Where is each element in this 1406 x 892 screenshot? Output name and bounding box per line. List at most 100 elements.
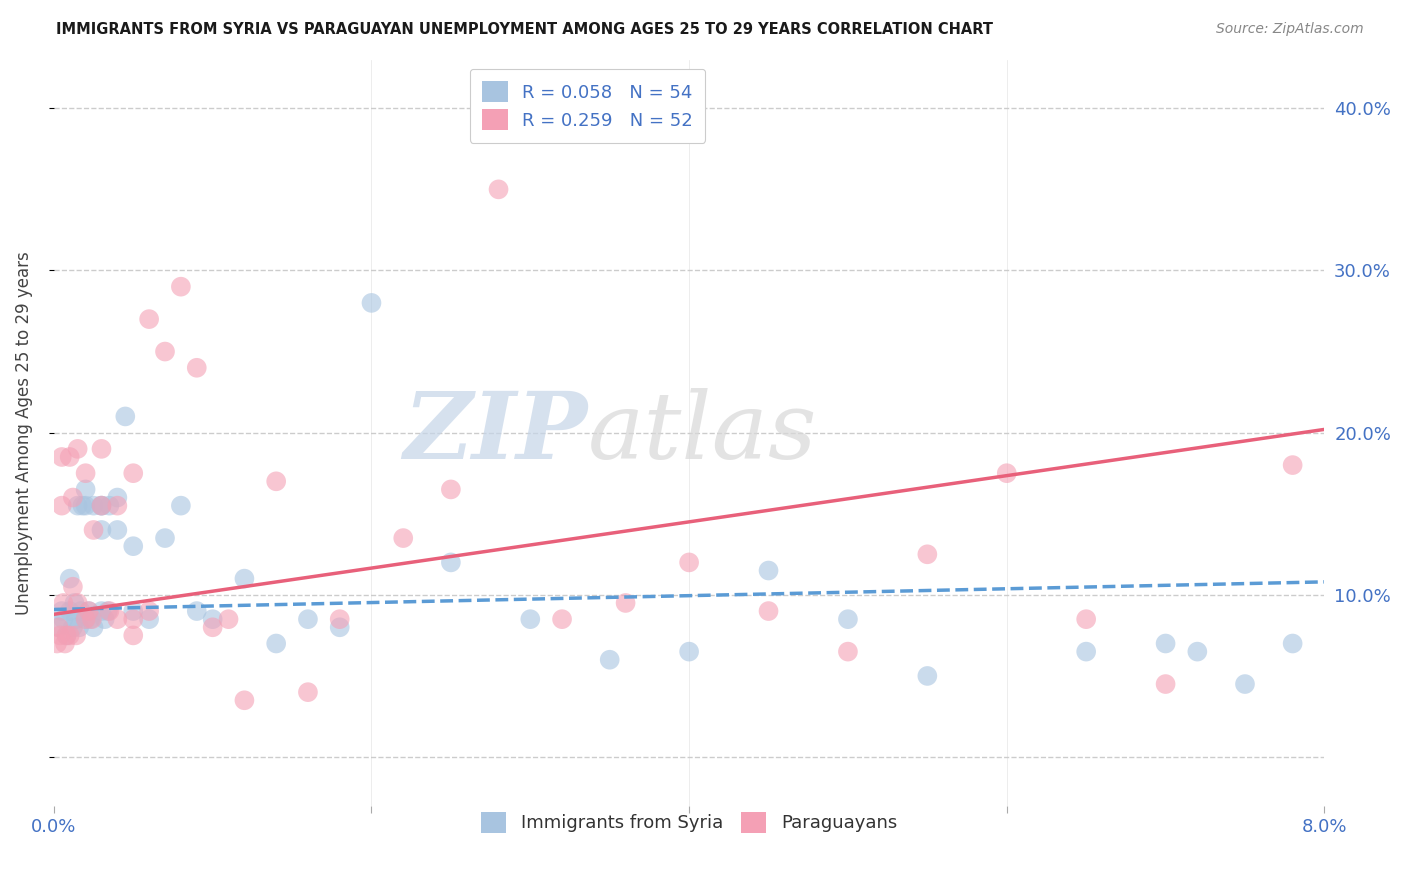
- Point: [48, 620, 70, 634]
- Point: [75, 466, 97, 480]
- Point: [98, 604, 121, 618]
- Point: [62, 620, 84, 634]
- Point: [488, 182, 510, 196]
- Point: [170, 279, 193, 293]
- Point: [1281, 458, 1303, 472]
- Point: [678, 645, 700, 659]
- Point: [55, 628, 77, 642]
- Point: [678, 556, 700, 570]
- Point: [1187, 645, 1209, 659]
- Point: [264, 636, 287, 650]
- Point: [90, 604, 112, 618]
- Point: [105, 612, 128, 626]
- Point: [1076, 645, 1098, 659]
- Point: [90, 499, 112, 513]
- Point: [297, 612, 319, 626]
- Point: [55, 628, 77, 642]
- Point: [153, 344, 176, 359]
- Point: [329, 612, 352, 626]
- Point: [138, 604, 160, 618]
- Point: [837, 612, 859, 626]
- Point: [90, 499, 112, 513]
- Point: [51, 499, 73, 513]
- Point: [66, 499, 89, 513]
- Point: [599, 653, 621, 667]
- Point: [83, 499, 105, 513]
- Text: ZIP: ZIP: [404, 388, 588, 477]
- Point: [122, 604, 145, 618]
- Point: [62, 491, 84, 505]
- Point: [201, 620, 224, 634]
- Point: [758, 564, 780, 578]
- Point: [83, 620, 105, 634]
- Point: [49, 628, 72, 642]
- Point: [62, 580, 84, 594]
- Point: [98, 499, 121, 513]
- Point: [51, 450, 73, 464]
- Point: [360, 296, 382, 310]
- Point: [75, 499, 97, 513]
- Point: [837, 645, 859, 659]
- Point: [122, 539, 145, 553]
- Point: [138, 312, 160, 326]
- Point: [1233, 677, 1256, 691]
- Point: [551, 612, 574, 626]
- Point: [80, 612, 103, 626]
- Point: [93, 612, 115, 626]
- Point: [917, 547, 939, 561]
- Point: [122, 612, 145, 626]
- Point: [77, 604, 100, 618]
- Point: [297, 685, 319, 699]
- Point: [264, 475, 287, 489]
- Point: [186, 360, 208, 375]
- Point: [59, 628, 82, 642]
- Point: [53, 636, 76, 650]
- Point: [201, 612, 224, 626]
- Point: [122, 628, 145, 642]
- Text: Source: ZipAtlas.com: Source: ZipAtlas.com: [1216, 22, 1364, 37]
- Point: [52, 612, 75, 626]
- Point: [77, 604, 100, 618]
- Y-axis label: Unemployment Among Ages 25 to 29 years: Unemployment Among Ages 25 to 29 years: [15, 251, 32, 615]
- Point: [614, 596, 637, 610]
- Point: [105, 491, 128, 505]
- Point: [59, 604, 82, 618]
- Point: [52, 596, 75, 610]
- Point: [122, 466, 145, 480]
- Point: [114, 409, 136, 424]
- Point: [105, 499, 128, 513]
- Point: [65, 612, 87, 626]
- Point: [440, 483, 463, 497]
- Point: [1281, 636, 1303, 650]
- Point: [138, 612, 160, 626]
- Point: [90, 442, 112, 456]
- Point: [79, 612, 101, 626]
- Point: [153, 531, 176, 545]
- Legend: Immigrants from Syria, Paraguayans: Immigrants from Syria, Paraguayans: [468, 799, 910, 846]
- Point: [48, 620, 70, 634]
- Point: [90, 523, 112, 537]
- Point: [65, 628, 87, 642]
- Point: [83, 523, 105, 537]
- Point: [170, 499, 193, 513]
- Point: [1076, 612, 1098, 626]
- Point: [66, 596, 89, 610]
- Point: [233, 572, 256, 586]
- Point: [69, 604, 91, 618]
- Point: [519, 612, 541, 626]
- Text: IMMIGRANTS FROM SYRIA VS PARAGUAYAN UNEMPLOYMENT AMONG AGES 25 TO 29 YEARS CORRE: IMMIGRANTS FROM SYRIA VS PARAGUAYAN UNEM…: [56, 22, 993, 37]
- Point: [90, 499, 112, 513]
- Point: [233, 693, 256, 707]
- Point: [75, 483, 97, 497]
- Point: [97, 604, 120, 618]
- Point: [59, 450, 82, 464]
- Point: [63, 596, 86, 610]
- Point: [758, 604, 780, 618]
- Point: [67, 620, 90, 634]
- Point: [186, 604, 208, 618]
- Point: [1154, 636, 1177, 650]
- Point: [51, 604, 73, 618]
- Point: [66, 442, 89, 456]
- Point: [440, 556, 463, 570]
- Point: [59, 572, 82, 586]
